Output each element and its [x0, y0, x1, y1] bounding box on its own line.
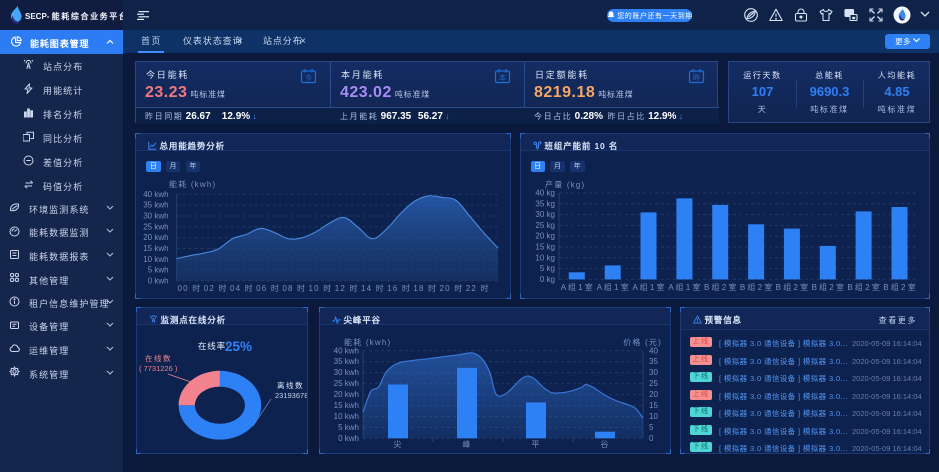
- svg-text:18 时: 18 时: [413, 283, 437, 293]
- svg-text:14 时: 14 时: [361, 283, 385, 293]
- svg-text:10: 10: [649, 412, 658, 421]
- svg-text:产量 (kg): 产量 (kg): [545, 180, 585, 190]
- svg-text:40 kwh: 40 kwh: [143, 190, 168, 199]
- svg-text:今: 今: [305, 73, 312, 82]
- svg-text:04 时: 04 时: [230, 283, 254, 293]
- svg-text:25 kg: 25 kg: [535, 221, 555, 230]
- svg-text:平: 平: [531, 440, 540, 449]
- svg-text:能耗 (kwh): 能耗 (kwh): [344, 337, 391, 347]
- svg-text:10 kwh: 10 kwh: [143, 255, 168, 264]
- svg-text:A 组 1 室: A 组 1 室: [561, 282, 593, 292]
- svg-text:0 kwh: 0 kwh: [338, 434, 359, 443]
- svg-text:尖: 尖: [393, 439, 402, 449]
- svg-text:25: 25: [649, 379, 658, 388]
- svg-text:25 kwh: 25 kwh: [334, 379, 359, 388]
- svg-text:23193678: 23193678: [275, 391, 307, 400]
- svg-text:A 组 1 室: A 组 1 室: [632, 282, 664, 292]
- svg-text:00 时: 00 时: [178, 283, 202, 293]
- svg-text:25%: 25%: [225, 339, 252, 354]
- svg-text:B 组 2 室: B 组 2 室: [847, 282, 879, 292]
- svg-text:15 kwh: 15 kwh: [334, 401, 359, 410]
- svg-text:0: 0: [649, 434, 654, 443]
- svg-text:40 kwh: 40 kwh: [334, 346, 359, 355]
- svg-text:谷: 谷: [600, 440, 609, 449]
- svg-text:35 kwh: 35 kwh: [334, 357, 359, 366]
- svg-text:35: 35: [649, 357, 658, 366]
- svg-text:30 kwh: 30 kwh: [143, 212, 168, 221]
- svg-text:10 kwh: 10 kwh: [334, 412, 359, 421]
- svg-text:0 kg: 0 kg: [540, 275, 555, 284]
- svg-text:10 时: 10 时: [309, 283, 333, 293]
- svg-text:30: 30: [649, 368, 658, 377]
- svg-text:35 kwh: 35 kwh: [143, 201, 168, 210]
- svg-text:40: 40: [649, 346, 658, 355]
- svg-text:B 组 2 室: B 组 2 室: [740, 282, 772, 292]
- svg-text:20 kg: 20 kg: [535, 232, 555, 241]
- svg-text:40 kg: 40 kg: [535, 189, 555, 198]
- svg-text:16 时: 16 时: [387, 283, 411, 293]
- svg-text:在线数: 在线数: [145, 353, 172, 363]
- svg-text:价格 (元): 价格 (元): [623, 337, 662, 347]
- svg-text:22 时: 22 时: [466, 283, 490, 293]
- svg-text:昨: 昨: [693, 73, 700, 82]
- svg-text:5 kwh: 5 kwh: [338, 423, 359, 432]
- svg-text:B 组 2 室: B 组 2 室: [883, 282, 915, 292]
- svg-text:在线率:: 在线率:: [198, 341, 229, 351]
- svg-text:B 组 2 室: B 组 2 室: [704, 282, 736, 292]
- svg-text:30 kwh: 30 kwh: [334, 368, 359, 377]
- svg-text:20: 20: [649, 390, 658, 399]
- svg-text:A 组 1 室: A 组 1 室: [668, 282, 700, 292]
- svg-text:20 时: 20 时: [440, 283, 464, 293]
- svg-text:20 kwh: 20 kwh: [143, 233, 168, 242]
- svg-text:35 kg: 35 kg: [535, 199, 555, 208]
- svg-text:B 组 2 室: B 组 2 室: [776, 282, 808, 292]
- svg-text:15 kwh: 15 kwh: [143, 244, 168, 253]
- svg-text:本: 本: [499, 73, 506, 82]
- svg-text:峰: 峰: [462, 439, 471, 449]
- svg-text:15 kg: 15 kg: [535, 243, 555, 252]
- svg-text:30 kg: 30 kg: [535, 210, 555, 219]
- svg-text:A 组 1 室: A 组 1 室: [597, 282, 629, 292]
- svg-text:离线数: 离线数: [277, 380, 304, 390]
- svg-text:08 时: 08 时: [282, 283, 306, 293]
- svg-text:0 kwh: 0 kwh: [148, 276, 169, 285]
- svg-text:10 kg: 10 kg: [535, 253, 555, 262]
- svg-text:B 组 2 室: B 组 2 室: [812, 282, 844, 292]
- svg-text:20 kwh: 20 kwh: [334, 390, 359, 399]
- svg-text:06 时: 06 时: [256, 283, 280, 293]
- svg-text:5: 5: [649, 423, 654, 432]
- svg-text:能耗 (kwh): 能耗 (kwh): [169, 179, 216, 189]
- svg-text:( 7731226 ): ( 7731226 ): [139, 364, 178, 373]
- svg-text:25 kwh: 25 kwh: [143, 222, 168, 231]
- svg-text:5 kwh: 5 kwh: [148, 266, 169, 275]
- svg-text:5 kg: 5 kg: [540, 264, 555, 273]
- svg-text:12 时: 12 时: [335, 283, 359, 293]
- svg-text:02 时: 02 时: [204, 283, 228, 293]
- svg-text:15: 15: [649, 401, 658, 410]
